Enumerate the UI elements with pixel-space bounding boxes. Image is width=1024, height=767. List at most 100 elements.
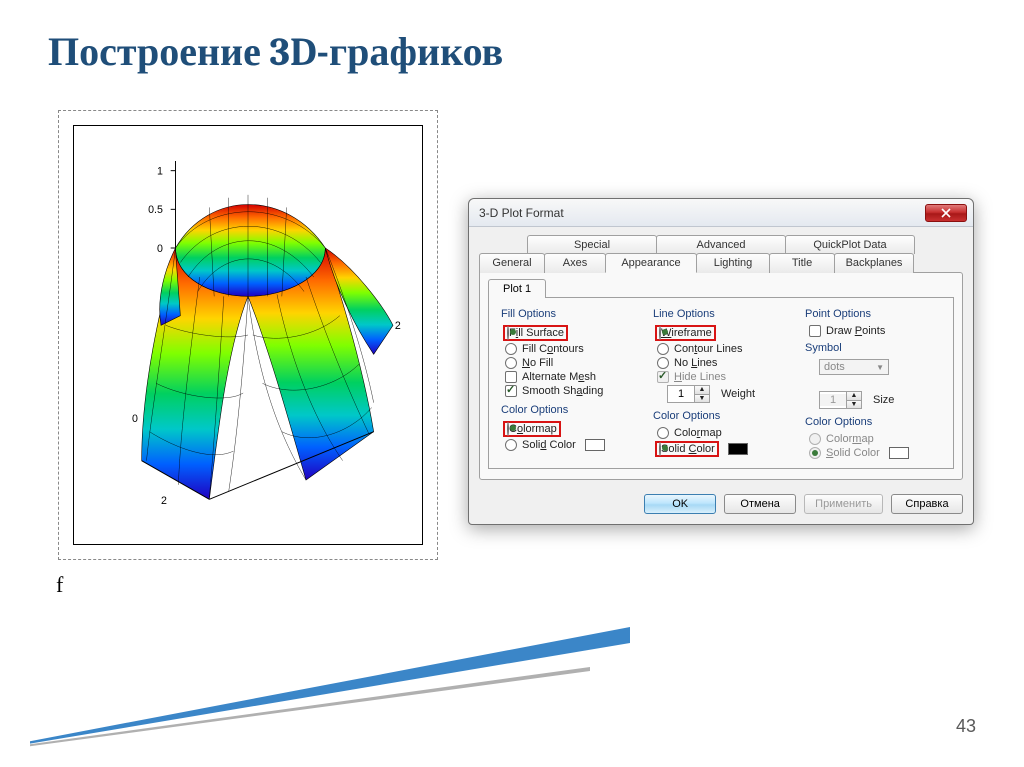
color-swatch[interactable]: [889, 447, 909, 459]
apply-button[interactable]: Применить: [804, 494, 883, 514]
size-spinner[interactable]: ▲▼: [819, 391, 862, 409]
highlight: Colormap: [503, 421, 561, 437]
z-tick: 0: [157, 243, 163, 255]
slide-title: Построение 3D-графиков: [48, 28, 503, 75]
tab-axes[interactable]: Axes: [544, 253, 606, 273]
axis-tick: 2: [161, 495, 167, 507]
radio-icon: [659, 442, 661, 456]
line-options-header: Line Options: [653, 308, 795, 320]
wireframe-radio[interactable]: Wireframe: [647, 324, 795, 342]
line-colormap-radio[interactable]: Colormap: [647, 426, 795, 440]
symbol-value: dots: [824, 361, 845, 373]
ctrl-label: Hide Lines: [674, 371, 726, 383]
line-solidcolor-radio[interactable]: Solid Color: [647, 440, 795, 458]
weight-label: Weight: [721, 388, 755, 400]
line-weight-row: ▲▼ Weight: [647, 384, 795, 404]
dialog-titlebar[interactable]: 3-D Plot Format: [469, 199, 973, 227]
z-tick: 1: [157, 166, 163, 178]
fill-options-column: Fill Options Fill SurfaceFill ContoursNo…: [495, 306, 643, 460]
ctrl-label: Solid Color: [522, 439, 576, 451]
highlight: Solid Color: [655, 441, 719, 457]
cancel-button[interactable]: Отмена: [724, 494, 796, 514]
ctrl-label: Alternate Mesh: [522, 371, 596, 383]
ok-button[interactable]: OK: [644, 494, 716, 514]
f-axis-label: f: [56, 572, 63, 598]
dialog-title: 3-D Plot Format: [479, 206, 925, 220]
pt-solidcolor-radio: Solid Color: [799, 446, 947, 460]
close-icon: [941, 208, 951, 218]
point-color-header: Color Options: [805, 416, 947, 428]
check-icon: [657, 371, 669, 383]
ctrl-label: Solid Color: [661, 443, 715, 455]
plot-format-dialog: 3-D Plot Format SpecialAdvancedQuickPlot…: [468, 198, 974, 525]
slide-decoration: [30, 607, 670, 747]
spin-down-icon[interactable]: ▼: [847, 400, 861, 408]
ctrl-label: Wireframe: [661, 327, 712, 339]
highlight: Fill Surface: [503, 325, 568, 341]
pt-colormap-radio: Colormap: [799, 432, 947, 446]
point-options-header: Point Options: [805, 308, 947, 320]
ctrl-label: Smooth Shading: [522, 385, 603, 397]
draw-points-check[interactable]: Draw Points: [799, 324, 947, 338]
spin-up-icon[interactable]: ▲: [695, 386, 709, 394]
chevron-down-icon: ▼: [876, 363, 884, 372]
weight-spinner[interactable]: ▲▼: [667, 385, 710, 403]
fill-contours-radio[interactable]: Fill Contours: [495, 342, 643, 356]
line-color-header: Color Options: [653, 410, 795, 422]
checkbox-icon: [809, 325, 821, 337]
radio-icon: [657, 343, 669, 355]
spin-up-icon[interactable]: ▲: [847, 392, 861, 400]
radio-icon: [809, 433, 821, 445]
tabs-upper-row: SpecialAdvancedQuickPlot Data: [527, 235, 963, 254]
fill-surface-radio[interactable]: Fill Surface: [495, 324, 643, 342]
smooth-shading-check[interactable]: Smooth Shading: [495, 384, 643, 398]
radio-icon: [657, 427, 669, 439]
contour-lines-radio[interactable]: Contour Lines: [647, 342, 795, 356]
size-row: ▲▼ Size: [799, 390, 947, 410]
tab-special[interactable]: Special: [527, 235, 657, 254]
no-lines-radio[interactable]: No Lines: [647, 356, 795, 370]
color-swatch[interactable]: [585, 439, 605, 451]
size-label: Size: [873, 394, 894, 406]
tab-appearance[interactable]: Appearance: [605, 253, 697, 273]
z-tick: 0.5: [148, 204, 163, 216]
color-swatch[interactable]: [728, 443, 748, 455]
axis-tick: 2: [395, 320, 401, 332]
tab-advanced[interactable]: Advanced: [656, 235, 786, 254]
fill-colormap-radio[interactable]: Colormap: [495, 420, 643, 438]
help-button[interactable]: Справка: [891, 494, 963, 514]
tab-lighting[interactable]: Lighting: [696, 253, 770, 273]
chart-container: 1 0.5 0 2 0 1 2: [58, 110, 438, 560]
radio-icon: [507, 326, 509, 340]
tab-backplanes[interactable]: Backplanes: [834, 253, 914, 273]
tabs-lower-row: GeneralAxesAppearanceLightingTitleBackpl…: [479, 253, 963, 273]
symbol-combo[interactable]: dots ▼: [819, 359, 889, 375]
tab-title[interactable]: Title: [769, 253, 835, 273]
surface-plot: 1 0.5 0 2 0 1 2: [74, 126, 422, 544]
radio-icon: [505, 357, 517, 369]
axis-tick: 0: [132, 413, 138, 425]
ctrl-label: Fill Contours: [522, 343, 584, 355]
subtab-plot1[interactable]: Plot 1: [488, 279, 546, 298]
draw-points-label: Draw Points: [826, 325, 885, 337]
symbol-header: Symbol: [805, 342, 947, 354]
ctrl-label: No Fill: [522, 357, 553, 369]
fill-solidcolor-radio[interactable]: Solid Color: [495, 438, 643, 452]
radio-icon: [505, 343, 517, 355]
size-input[interactable]: [820, 394, 846, 406]
radio-icon: [809, 447, 821, 459]
ctrl-label: Fill Surface: [509, 327, 564, 339]
spin-down-icon[interactable]: ▼: [695, 394, 709, 402]
tab-quickplot-data[interactable]: QuickPlot Data: [785, 235, 915, 254]
no-fill-radio[interactable]: No Fill: [495, 356, 643, 370]
radio-icon: [659, 326, 661, 340]
alternate-mesh-check[interactable]: Alternate Mesh: [495, 370, 643, 384]
radio-icon: [657, 357, 669, 369]
tab-general[interactable]: General: [479, 253, 545, 273]
fill-color-header: Color Options: [501, 404, 643, 416]
close-button[interactable]: [925, 204, 967, 222]
radio-icon: [505, 439, 517, 451]
weight-input[interactable]: [668, 388, 694, 400]
point-options-column: Point Options Draw Points Symbol dots ▼: [799, 306, 947, 460]
radio-icon: [507, 422, 509, 436]
